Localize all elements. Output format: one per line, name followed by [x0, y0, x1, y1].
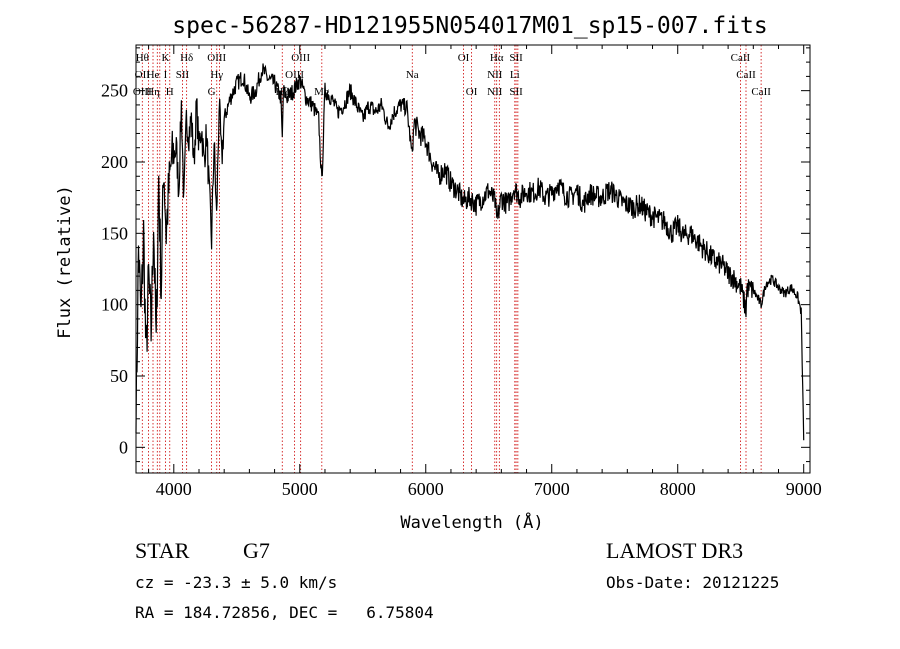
- object-subclass: G7: [243, 538, 270, 563]
- y-tick-label: 250: [101, 81, 128, 101]
- line-label: Na: [406, 69, 419, 81]
- line-label: I: [164, 69, 168, 81]
- line-label: K: [162, 52, 170, 64]
- line-label: Hδ: [180, 52, 193, 64]
- observation-date: Obs-Date: 20121225: [606, 573, 780, 592]
- line-label: OI: [466, 86, 478, 98]
- plot-frame: [135, 44, 811, 474]
- line-label: NII: [487, 69, 503, 81]
- chart-title: spec-56287-HD121955N054017M01_sp15-007.f…: [172, 13, 767, 39]
- line-marker-layer: [141, 45, 762, 473]
- x-tick-label: 7000: [534, 479, 570, 499]
- line-label: OI: [458, 52, 470, 64]
- coordinates: RA = 184.72856, DEC = 6.75804: [135, 603, 434, 622]
- line-label: Hγ: [210, 69, 223, 81]
- line-label: SII: [509, 86, 523, 98]
- x-axis: 4000 5000 6000 7000 8000 9000: [148, 45, 822, 499]
- y-tick-label: 50: [110, 366, 128, 386]
- line-label: OIII: [133, 86, 152, 98]
- y-tick-label: 150: [101, 223, 128, 243]
- line-label-layer: HθOIIOIIIHeHηKIHSIIHδGOIIIHγHβOIIIOIIIMg…: [133, 52, 771, 98]
- y-tick-label: 0: [119, 437, 128, 457]
- line-label: SII: [509, 52, 523, 64]
- line-label: CaII: [736, 69, 756, 81]
- line-label: CaII: [751, 86, 771, 98]
- x-tick-label: 9000: [786, 479, 822, 499]
- line-label: Li: [510, 69, 520, 81]
- line-label: He: [147, 69, 160, 81]
- y-tick-label: 100: [101, 295, 128, 315]
- line-label: NII: [487, 86, 503, 98]
- line-label: H: [166, 86, 174, 98]
- x-tick-label: 8000: [660, 479, 696, 499]
- line-label: CaII: [731, 52, 751, 64]
- object-type: STAR: [135, 538, 190, 563]
- x-tick-label: 6000: [408, 479, 444, 499]
- x-axis-title: Wavelength (Å): [400, 511, 543, 533]
- line-label: OIII: [291, 52, 310, 64]
- line-label: G: [208, 86, 216, 98]
- line-label: Hα: [490, 52, 504, 64]
- line-label: Hθ: [136, 52, 149, 64]
- line-label: OII: [135, 69, 151, 81]
- line-label: OIII: [207, 52, 226, 64]
- line-label: Hη: [146, 86, 160, 98]
- y-tick-label: 200: [101, 152, 128, 172]
- redshift-velocity: cz = -23.3 ± 5.0 km/s: [135, 573, 338, 592]
- line-label: SII: [176, 69, 190, 81]
- y-axis: 0 50 100 150 200 250: [101, 47, 810, 463]
- spectrum-line: [135, 63, 805, 441]
- x-tick-label: 5000: [282, 479, 318, 499]
- survey-name: LAMOST DR3: [606, 538, 744, 563]
- x-tick-label: 4000: [156, 479, 192, 499]
- y-axis-title: Flux (relative): [55, 185, 75, 339]
